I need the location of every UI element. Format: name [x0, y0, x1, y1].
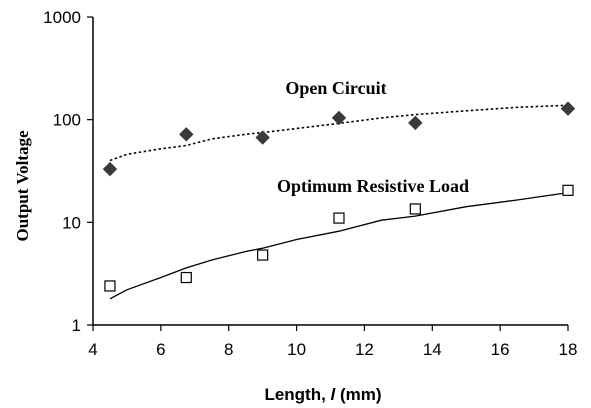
fit-lines: [109, 104, 569, 300]
open-circuit-point: [331, 110, 347, 126]
x-tick-label: 4: [88, 340, 97, 359]
optimum-load-point: [333, 212, 345, 224]
x-tick-label: 14: [423, 340, 442, 359]
x-axis-title-prefix: Length,: [264, 385, 330, 404]
x-tick-label: 12: [355, 340, 374, 359]
open-circuit-point: [179, 127, 194, 142]
tick-marks: [87, 16, 569, 331]
y-tick-label: 10: [62, 213, 81, 232]
x-tick-label: 16: [491, 340, 510, 359]
annotation-optimum-load: Optimum Resistive Load: [277, 176, 469, 196]
data-points: [102, 101, 576, 292]
optimum-load-point: [257, 249, 269, 261]
x-tick-label: 10: [287, 340, 306, 359]
axes: [92, 17, 568, 326]
open-circuit-point: [560, 101, 576, 116]
y-tick-label: 1: [72, 316, 81, 335]
annotation-open-circuit: Open Circuit: [285, 78, 386, 98]
x-axis-title: Length, l (mm): [264, 385, 381, 404]
optimum-load-point: [104, 280, 116, 292]
y-tick-label: 1000: [43, 8, 81, 27]
x-tick-label: 18: [559, 340, 578, 359]
optimum-load-point: [562, 184, 574, 196]
open-circuit-point: [255, 130, 270, 145]
x-axis-title-variable: l: [331, 385, 337, 404]
open-circuit-point: [408, 115, 423, 131]
x-axis-title-suffix: (mm): [335, 385, 381, 404]
optimum-load-point: [180, 271, 192, 284]
optimum-load-fit-line: [109, 191, 569, 300]
y-axis-title: Output Voltage: [13, 130, 32, 241]
open-circuit-fit-line: [109, 104, 569, 162]
y-tick-label: 100: [53, 111, 81, 130]
open-circuit-point: [102, 161, 118, 177]
x-tick-label: 8: [224, 340, 233, 359]
optimum-load-point: [409, 203, 421, 215]
x-tick-label: 6: [156, 340, 165, 359]
